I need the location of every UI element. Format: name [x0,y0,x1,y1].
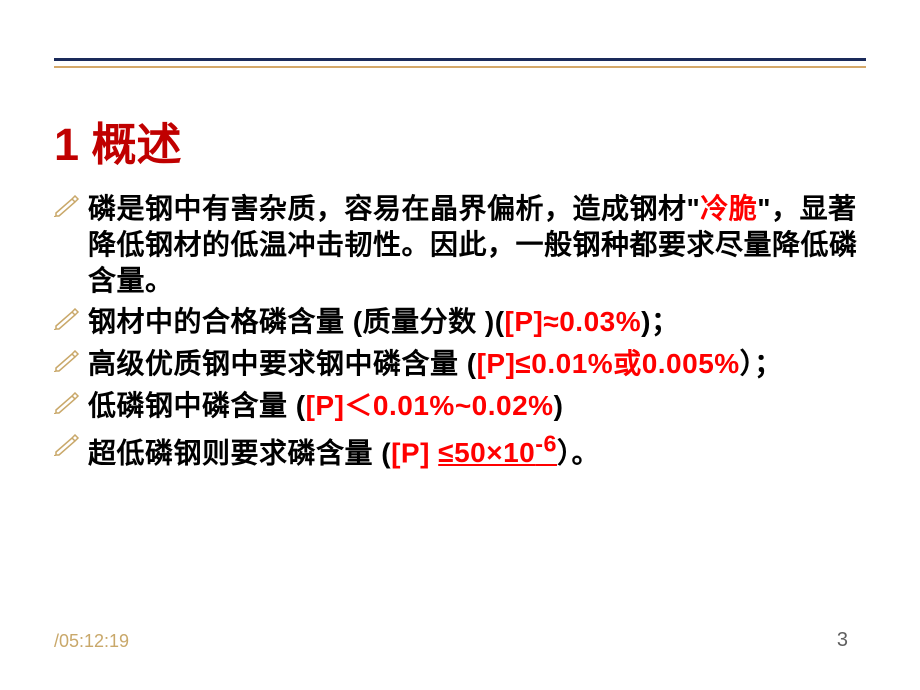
text-segment: ）。 [557,437,600,468]
text-segment: ) [554,390,564,421]
bullet-text-1: 磷是钢中有害杂质，容易在晶界偏析，造成钢材"冷脆"，显著降低钢材的低温冲击韧性。… [88,191,866,298]
decor-line-beige [54,66,866,68]
text-highlight: [P]≤0.01%或0.005% [477,348,740,379]
text-segment: 钢材中的合格磷含量 (质量分数 )( [88,306,505,337]
text-segment: 低磷钢中磷含量 ( [88,390,306,421]
bullet-item-1: 磷是钢中有害杂质，容易在晶界偏析，造成钢材"冷脆"，显著降低钢材的低温冲击韧性。… [54,191,866,298]
bullet-item-4: 低磷钢中磷含量 ([P]＜0.01%~0.02%) [54,388,866,424]
decor-line-navy [54,58,866,61]
text-segment: 磷是钢中有害杂质，容易在晶界偏析，造成钢材" [88,193,700,224]
text-segment: ）； [740,348,783,379]
section-heading: 1 概述 [54,108,866,173]
hand-writing-icon [54,388,88,414]
text-highlight: [P]≈0.03% [505,306,642,337]
hand-writing-icon [54,304,88,330]
hand-writing-icon [54,430,88,456]
hand-writing-icon [54,191,88,217]
text-highlight: [P] ≤50×10-6 [391,437,557,468]
footer-page-number: 3 [837,629,848,652]
slide-content: 1 概述 磷是钢中有害杂质，容易在晶界偏析，造成钢材"冷脆"，显著降低钢材的低温… [54,108,866,477]
bullet-text-5: 超低磷钢则要求磷含量 ([P] ≤50×10-6）。 [88,430,866,471]
text-highlight: 冷脆 [700,193,757,224]
bullet-item-5: 超低磷钢则要求磷含量 ([P] ≤50×10-6）。 [54,430,866,471]
bullet-text-3: 高级优质钢中要求钢中磷含量 ([P]≤0.01%或0.005%）； [88,346,866,382]
hand-writing-icon [54,346,88,372]
bullet-item-2: 钢材中的合格磷含量 (质量分数 )([P]≈0.03%)； [54,304,866,340]
text-segment: 超低磷钢则要求磷含量 ( [88,437,391,468]
text-segment: 高级优质钢中要求钢中磷含量 ( [88,348,477,379]
text-segment: )； [641,306,679,337]
bullet-item-3: 高级优质钢中要求钢中磷含量 ([P]≤0.01%或0.005%）； [54,346,866,382]
text-highlight: [P]＜0.01%~0.02% [306,390,554,421]
bullet-text-2: 钢材中的合格磷含量 (质量分数 )([P]≈0.03%)； [88,304,866,340]
bullet-text-4: 低磷钢中磷含量 ([P]＜0.01%~0.02%) [88,388,866,424]
footer-timestamp: /05:12:19 [54,631,129,652]
